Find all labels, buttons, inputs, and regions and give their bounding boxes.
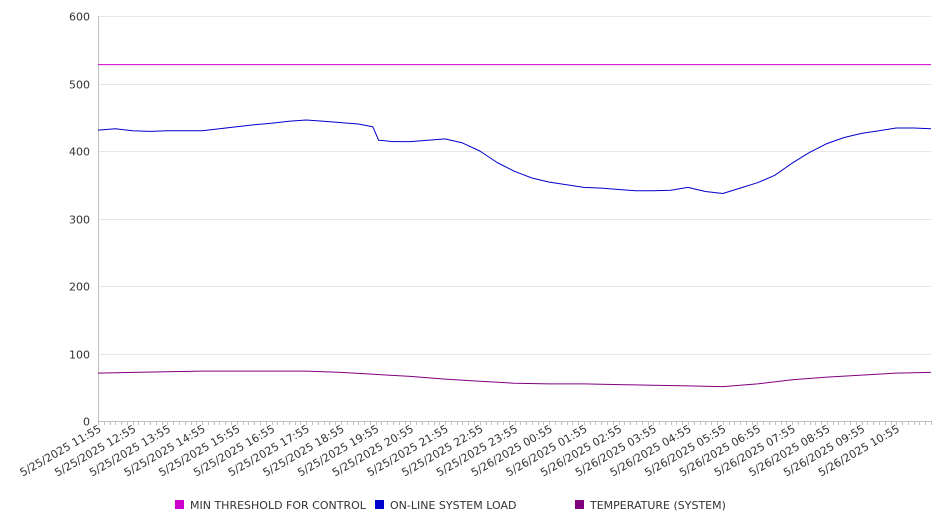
legend-label: ON-LINE SYSTEM LOAD bbox=[390, 499, 516, 512]
legend: MIN THRESHOLD FOR CONTROL ON-LINE SYSTEM … bbox=[175, 499, 726, 512]
y-tick-label: 600 bbox=[69, 11, 90, 24]
gridlines bbox=[98, 16, 931, 422]
legend-swatch bbox=[175, 500, 184, 509]
y-tick-label: 200 bbox=[69, 281, 90, 294]
legend-swatch bbox=[575, 500, 584, 509]
y-tick-label: 500 bbox=[69, 79, 90, 92]
series-line-2 bbox=[97, 119, 932, 194]
legend-label: TEMPERATURE (SYSTEM) bbox=[589, 499, 726, 512]
legend-swatch bbox=[375, 500, 384, 509]
series-line-3 bbox=[97, 370, 932, 388]
y-tick-label: 400 bbox=[69, 146, 90, 159]
y-tick-label: 100 bbox=[69, 349, 90, 362]
x-tick-labels: 5/25/2025 11:555/25/2025 12:555/25/2025 … bbox=[18, 422, 902, 479]
axes bbox=[98, 16, 932, 425]
legend-label: MIN THRESHOLD FOR CONTROL bbox=[190, 499, 367, 512]
y-tick-label: 0 bbox=[83, 416, 90, 429]
y-tick-label: 300 bbox=[69, 214, 90, 227]
series-lines bbox=[97, 64, 932, 388]
y-tick-labels: 0 100 200 300 400 500 600 bbox=[69, 11, 90, 429]
